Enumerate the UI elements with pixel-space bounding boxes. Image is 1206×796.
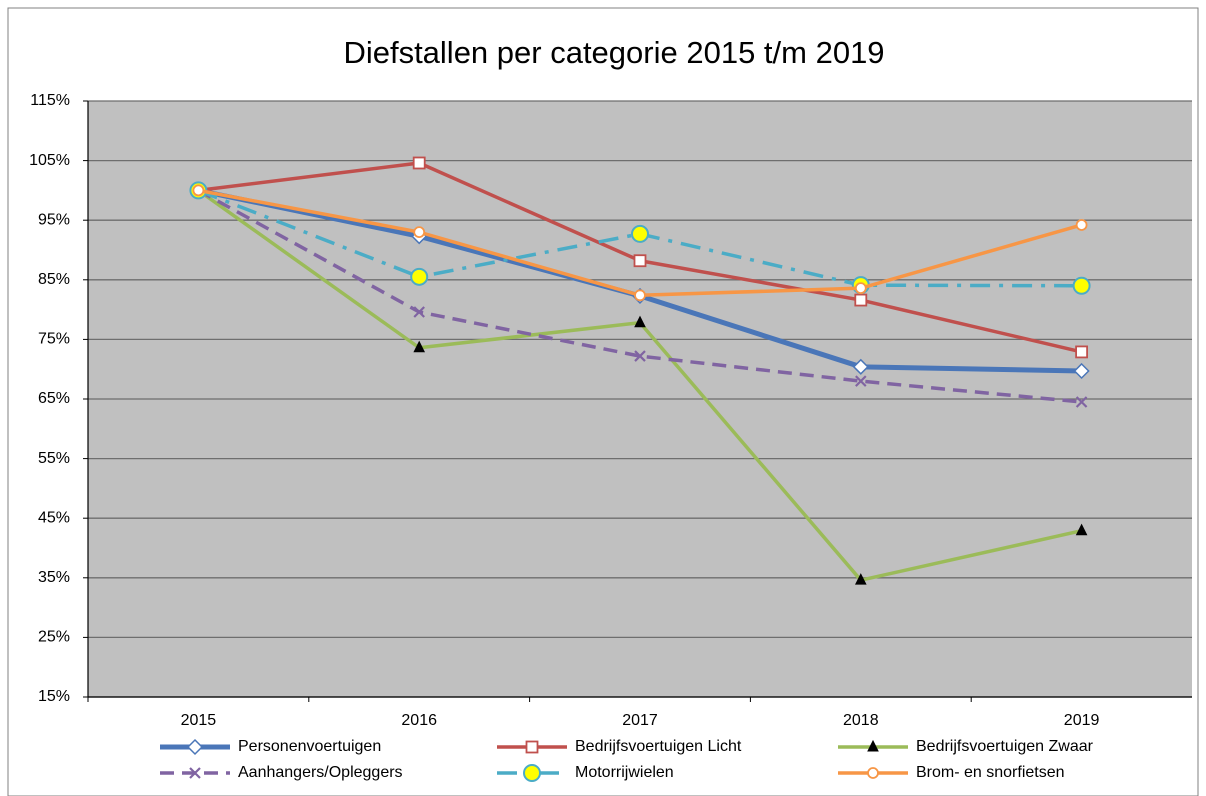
series-line — [197, 188, 1082, 404]
legend-marker — [186, 738, 204, 756]
legend-marker — [189, 767, 201, 779]
data-point — [413, 226, 426, 239]
x-tick-label: 2018 — [843, 712, 879, 729]
y-tick-label: 95% — [38, 211, 70, 228]
x-tick-label: 2015 — [181, 712, 217, 729]
data-point — [634, 315, 646, 328]
data-point — [633, 254, 647, 268]
y-tick-label: 65% — [38, 390, 70, 407]
data-point — [412, 156, 426, 170]
y-tick-label: 105% — [29, 152, 70, 169]
data-point — [410, 267, 429, 286]
data-point — [854, 282, 867, 295]
data-point — [855, 375, 867, 387]
y-tick-label: 75% — [38, 331, 70, 348]
y-tick-label: 55% — [38, 450, 70, 467]
x-tick-label: 2017 — [622, 712, 658, 729]
legend-label: Brom- en snorfietsen — [916, 764, 1065, 781]
data-point — [1072, 276, 1091, 295]
data-point — [631, 224, 649, 243]
data-point — [854, 293, 868, 307]
data-point — [1073, 362, 1090, 380]
y-tick-label: 25% — [38, 629, 70, 646]
x-tick-label: 2019 — [1064, 712, 1100, 729]
data-point — [1075, 396, 1088, 408]
y-tick-label: 35% — [38, 569, 70, 586]
y-tick-label: 85% — [38, 271, 70, 288]
legend-label: Personenvoertuigen — [238, 738, 381, 755]
data-point — [634, 350, 646, 362]
data-point — [634, 289, 646, 302]
data-point — [1075, 219, 1088, 231]
data-point — [1075, 345, 1088, 359]
data-point — [413, 306, 425, 318]
data-point — [413, 340, 426, 353]
legend-label: Motorrijwielen — [575, 764, 674, 781]
legend-label: Aanhangers/Opleggers — [238, 764, 403, 781]
data-point — [1075, 523, 1088, 536]
data-point — [192, 184, 205, 197]
legend-label: Bedrijfsvoertuigen Licht — [575, 738, 742, 755]
chart-title: Diefstallen per categorie 2015 t/m 2019 — [343, 35, 884, 70]
y-tick-label: 15% — [38, 688, 70, 705]
legend-marker — [867, 739, 879, 752]
y-tick-label: 115% — [30, 92, 70, 109]
legend-marker — [523, 764, 541, 782]
data-point — [854, 573, 867, 585]
y-tick-label: 45% — [38, 509, 70, 526]
legend-marker — [867, 767, 879, 779]
data-point — [852, 358, 869, 375]
legend-marker — [525, 740, 539, 754]
legend-label: Bedrijfsvoertuigen Zwaar — [916, 738, 1094, 755]
x-tick-label: 2016 — [401, 712, 437, 729]
